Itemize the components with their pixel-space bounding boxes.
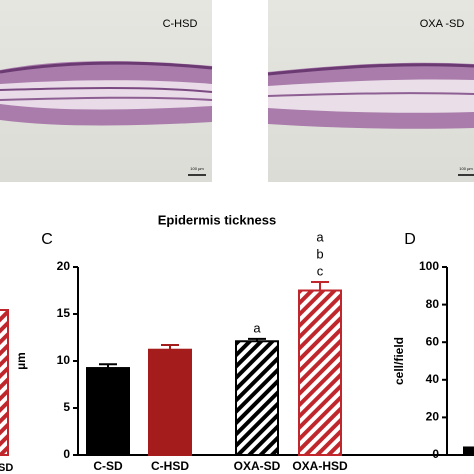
bar bbox=[463, 446, 474, 457]
panel-letter: D bbox=[404, 231, 416, 248]
x-tick-label: OXA-HSD bbox=[292, 459, 348, 473]
scale-label: 100 µm bbox=[459, 166, 473, 171]
y-tick-label: 20 bbox=[57, 259, 71, 273]
y-tick-label: 0 bbox=[63, 447, 70, 461]
histology-image: OXA -SD 100 µm bbox=[267, 0, 474, 182]
y-axis-label: cell/field bbox=[392, 337, 406, 385]
y-tick-label: 0 bbox=[432, 447, 439, 461]
y-tick-label: 15 bbox=[57, 306, 71, 320]
bar bbox=[235, 340, 279, 457]
significance-letter: b bbox=[316, 246, 323, 261]
image-label: OXA -SD bbox=[420, 18, 465, 30]
y-tick-label: 20 bbox=[426, 410, 440, 424]
significance-letter: a bbox=[316, 229, 324, 244]
x-tick-label: C-SD bbox=[93, 459, 123, 473]
significance-letter: a bbox=[253, 320, 261, 335]
x-tick-label: C-HSD bbox=[151, 459, 189, 473]
image-label: C-HSD bbox=[163, 18, 198, 30]
partial-bar bbox=[0, 309, 9, 456]
significance-letter: c bbox=[317, 263, 324, 278]
charts: 0 5 10 15 20 C Epidermis tickness µm C-SD C-HSD OX… bbox=[14, 212, 474, 473]
y-tick-label: 60 bbox=[426, 334, 440, 348]
chart-title: Epidermis tickness bbox=[158, 212, 277, 227]
y-tick-label: 40 bbox=[426, 372, 440, 386]
y-tick-label: 80 bbox=[426, 297, 440, 311]
bar bbox=[86, 367, 130, 456]
scale-label: 100 µm bbox=[190, 166, 204, 171]
bar bbox=[298, 289, 342, 456]
y-tick-label: 10 bbox=[57, 353, 71, 367]
panel-letter: C bbox=[41, 231, 53, 248]
y-tick-label: 5 bbox=[63, 400, 70, 414]
x-tick-label: OXA-SD bbox=[234, 459, 281, 473]
y-axis-label: µm bbox=[14, 352, 28, 370]
partial-label: SD bbox=[0, 462, 13, 474]
y-tick-label: 100 bbox=[419, 259, 439, 273]
histology-image: C-HSD 100 µm bbox=[0, 0, 213, 182]
bar bbox=[148, 348, 192, 456]
